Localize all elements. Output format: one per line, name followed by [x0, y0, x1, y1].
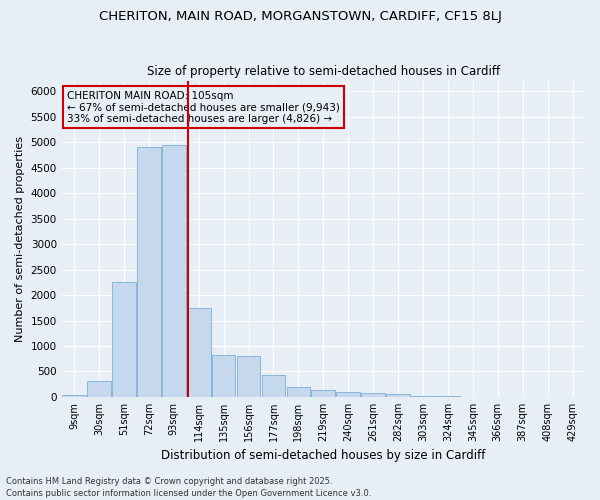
Bar — [436, 396, 460, 397]
Bar — [361, 394, 385, 397]
Title: Size of property relative to semi-detached houses in Cardiff: Size of property relative to semi-detach… — [147, 66, 500, 78]
Bar — [87, 381, 111, 397]
Bar — [187, 308, 211, 397]
Bar — [262, 375, 286, 397]
Bar — [137, 148, 161, 397]
Bar — [287, 388, 310, 397]
Bar — [112, 282, 136, 397]
Bar — [62, 394, 86, 397]
Bar — [386, 394, 410, 397]
Bar — [311, 390, 335, 397]
Bar — [411, 396, 435, 397]
Text: Contains HM Land Registry data © Crown copyright and database right 2025.
Contai: Contains HM Land Registry data © Crown c… — [6, 476, 371, 498]
Bar — [212, 355, 235, 397]
Text: CHERITON, MAIN ROAD, MORGANSTOWN, CARDIFF, CF15 8LJ: CHERITON, MAIN ROAD, MORGANSTOWN, CARDIF… — [98, 10, 502, 23]
Bar — [237, 356, 260, 397]
Bar — [162, 144, 185, 397]
Text: CHERITON MAIN ROAD: 105sqm
← 67% of semi-detached houses are smaller (9,943)
33%: CHERITON MAIN ROAD: 105sqm ← 67% of semi… — [67, 90, 340, 124]
Bar — [337, 392, 360, 397]
Y-axis label: Number of semi-detached properties: Number of semi-detached properties — [15, 136, 25, 342]
X-axis label: Distribution of semi-detached houses by size in Cardiff: Distribution of semi-detached houses by … — [161, 450, 485, 462]
